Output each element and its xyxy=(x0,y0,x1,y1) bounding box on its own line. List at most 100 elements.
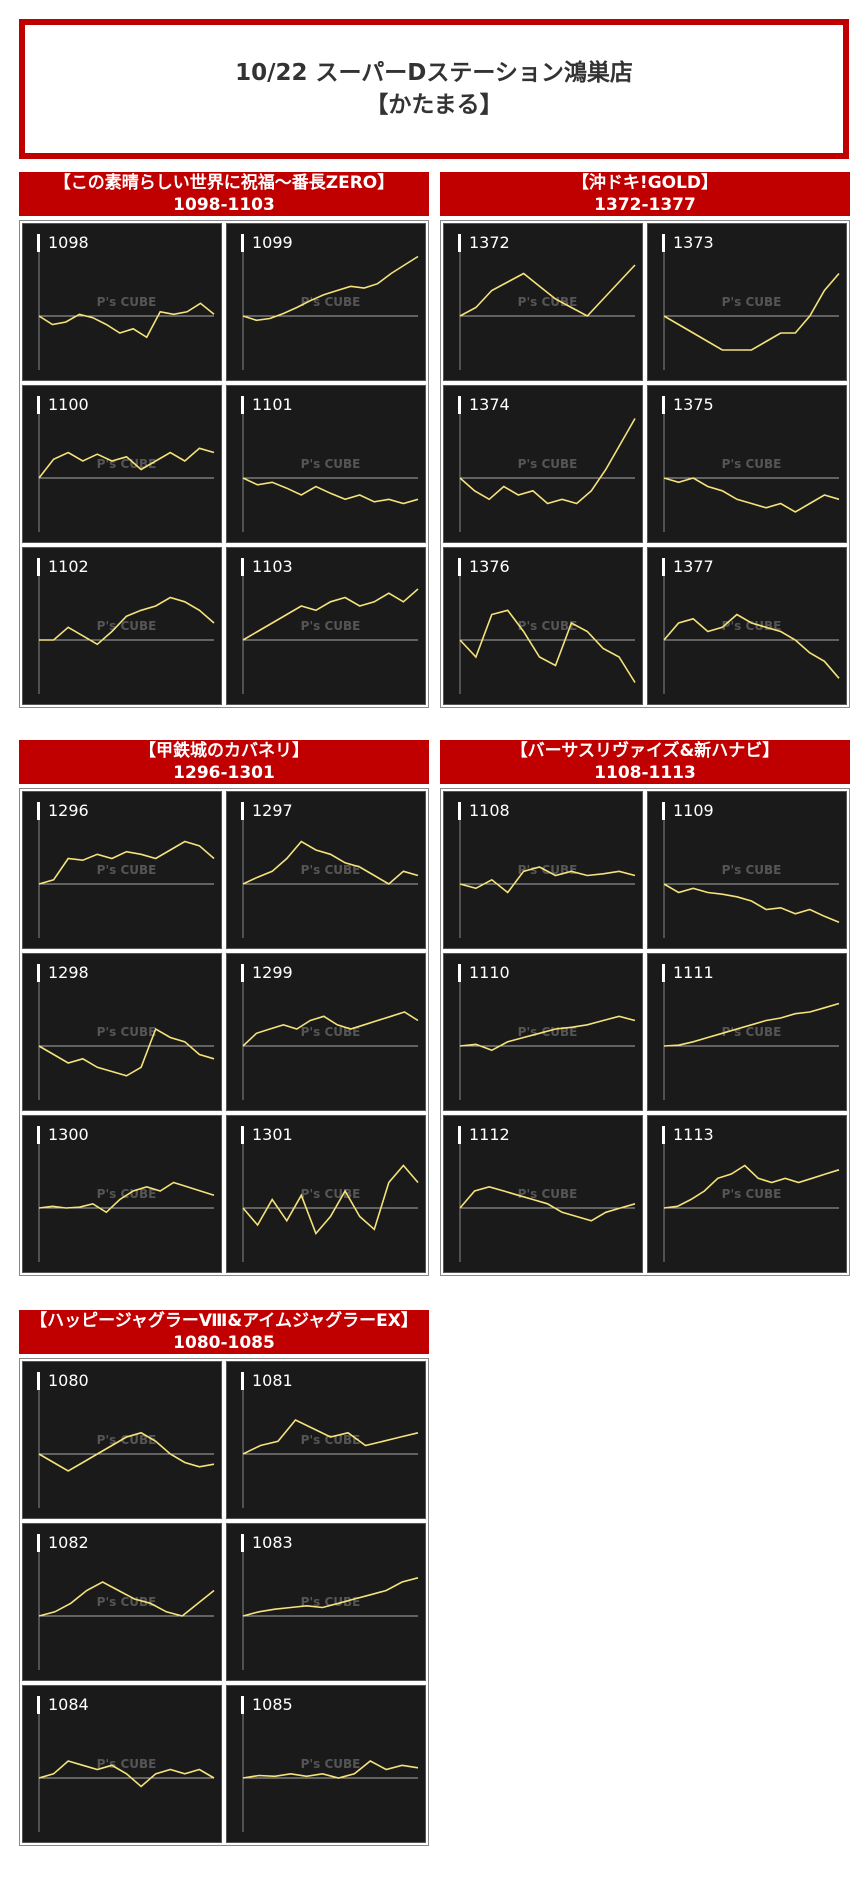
watermark-text: P's CUBE xyxy=(301,1187,361,1201)
machine-number-label: 1377 xyxy=(662,558,714,576)
machine-number-label: 1080 xyxy=(37,1372,89,1390)
header-subtitle: 【かたまる】 xyxy=(365,92,503,118)
watermark-text: P's CUBE xyxy=(97,1025,157,1039)
machine-chart-panel: P's CUBE 1082 xyxy=(22,1523,222,1681)
machine-line-chart: P's CUBE xyxy=(663,1144,840,1262)
machine-line-chart: P's CUBE xyxy=(459,576,636,694)
machine-chart-panel: P's CUBE 1297 xyxy=(226,791,426,949)
machine-chart-panel: P's CUBE 1110 xyxy=(443,953,643,1111)
machine-number-label: 1301 xyxy=(241,1126,293,1144)
watermark-text: P's CUBE xyxy=(722,1187,782,1201)
machine-line-chart: P's CUBE xyxy=(459,982,636,1100)
machine-line-chart: P's CUBE xyxy=(459,1144,636,1262)
machine-number-label: 1082 xyxy=(37,1534,89,1552)
watermark-text: P's CUBE xyxy=(722,295,782,309)
watermark-text: P's CUBE xyxy=(301,1433,361,1447)
watermark-text: P's CUBE xyxy=(97,1187,157,1201)
machine-series-line xyxy=(38,1431,215,1472)
machine-chart-panel: P's CUBE 1099 xyxy=(226,223,426,381)
machine-chart-panel: P's CUBE 1375 xyxy=(647,385,847,543)
machine-line-chart: P's CUBE xyxy=(663,252,840,370)
machine-number-label: 1085 xyxy=(241,1696,293,1714)
panel-grid: P's CUBE 1372 P's CUBE 1373 P's CUBE 1374 P's … xyxy=(440,220,850,708)
group-range: 1108-1113 xyxy=(594,763,696,783)
machine-chart-panel: P's CUBE 1080 xyxy=(22,1361,222,1519)
machine-line-chart: P's CUBE xyxy=(38,414,215,532)
machine-group: 【この素晴らしい世界に祝福～番長ZERO】 1098-1103 P's CUBE 10… xyxy=(19,172,429,708)
machine-chart-panel: P's CUBE 1374 xyxy=(443,385,643,543)
machine-series-line xyxy=(663,477,840,513)
machine-line-chart: P's CUBE xyxy=(38,1144,215,1262)
watermark-text: P's CUBE xyxy=(301,457,361,471)
machine-series-line xyxy=(663,883,840,924)
machine-line-chart: P's CUBE xyxy=(459,820,636,938)
watermark-text: P's CUBE xyxy=(722,619,782,633)
machine-chart-panel: P's CUBE 1084 xyxy=(22,1685,222,1843)
machine-number-label: 1299 xyxy=(241,964,293,982)
watermark-text: P's CUBE xyxy=(518,457,578,471)
machine-number-label: 1297 xyxy=(241,802,293,820)
watermark-text: P's CUBE xyxy=(518,619,578,633)
group-title: 【この素晴らしい世界に祝福～番長ZERO】 xyxy=(53,173,395,193)
machine-series-line xyxy=(38,1027,215,1077)
machine-line-chart: P's CUBE xyxy=(38,820,215,938)
machine-number-label: 1113 xyxy=(662,1126,714,1144)
machine-number-label: 1375 xyxy=(662,396,714,414)
machine-number-label: 1084 xyxy=(37,1696,89,1714)
machine-chart-panel: P's CUBE 1377 xyxy=(647,547,847,705)
machine-line-chart: P's CUBE xyxy=(242,252,419,370)
machine-line-chart: P's CUBE xyxy=(242,576,419,694)
machine-line-chart: P's CUBE xyxy=(38,576,215,694)
watermark-text: P's CUBE xyxy=(97,1757,157,1771)
machine-number-label: 1098 xyxy=(37,234,89,252)
machine-series-line xyxy=(663,1164,840,1209)
watermark-text: P's CUBE xyxy=(301,1757,361,1771)
machine-series-line xyxy=(38,1760,215,1788)
machine-line-chart: P's CUBE xyxy=(242,1144,419,1262)
machine-chart-panel: P's CUBE 1101 xyxy=(226,385,426,543)
machine-series-line xyxy=(38,840,215,885)
machine-chart-panel: P's CUBE 1102 xyxy=(22,547,222,705)
machine-series-line xyxy=(38,1181,215,1214)
machine-line-chart: P's CUBE xyxy=(242,414,419,532)
machine-line-chart: P's CUBE xyxy=(242,982,419,1100)
machine-line-chart: P's CUBE xyxy=(663,576,840,694)
machine-chart-panel: P's CUBE 1299 xyxy=(226,953,426,1111)
watermark-text: P's CUBE xyxy=(97,863,157,877)
machine-number-label: 1300 xyxy=(37,1126,89,1144)
machine-number-label: 1112 xyxy=(458,1126,510,1144)
machine-number-label: 1101 xyxy=(241,396,293,414)
group-banner: 【沖ドキ!GOLD】 1372-1377 xyxy=(440,172,850,216)
group-range: 1098-1103 xyxy=(173,195,275,215)
watermark-text: P's CUBE xyxy=(722,457,782,471)
machine-series-line xyxy=(242,1577,419,1617)
machine-number-label: 1103 xyxy=(241,558,293,576)
machine-chart-panel: P's CUBE 1111 xyxy=(647,953,847,1111)
group-banner: 【ハッピージャグラーⅧ&アイムジャグラーEX】 1080-1085 xyxy=(19,1310,429,1354)
machine-series-line xyxy=(242,588,419,641)
machine-line-chart: P's CUBE xyxy=(38,1390,215,1508)
watermark-text: P's CUBE xyxy=(301,295,361,309)
watermark-text: P's CUBE xyxy=(97,1595,157,1609)
machine-line-chart: P's CUBE xyxy=(242,1714,419,1832)
group-banner: 【甲鉄城のカバネリ】 1296-1301 xyxy=(19,740,429,784)
machine-number-label: 1102 xyxy=(37,558,89,576)
machine-series-line xyxy=(459,866,636,894)
machine-number-label: 1376 xyxy=(458,558,510,576)
machine-number-label: 1296 xyxy=(37,802,89,820)
machine-number-label: 1081 xyxy=(241,1372,293,1390)
machine-line-chart: P's CUBE xyxy=(663,982,840,1100)
machine-series-line xyxy=(38,447,215,479)
panel-grid: P's CUBE 1296 P's CUBE 1297 P's CUBE 1298 P's … xyxy=(19,788,429,1276)
machine-series-line xyxy=(242,1419,419,1455)
machine-number-label: 1100 xyxy=(37,396,89,414)
machine-line-chart: P's CUBE xyxy=(38,982,215,1100)
machine-series-line xyxy=(242,1011,419,1047)
machine-chart-panel: P's CUBE 1376 xyxy=(443,547,643,705)
group-title: 【沖ドキ!GOLD】 xyxy=(571,173,719,193)
header-title: 10/22 スーパーDステーション鴻巣店 xyxy=(235,60,633,86)
machine-line-chart: P's CUBE xyxy=(242,1390,419,1508)
panel-grid: P's CUBE 1080 P's CUBE 1081 P's CUBE 1082 P's … xyxy=(19,1358,429,1846)
watermark-text: P's CUBE xyxy=(97,295,157,309)
machine-chart-panel: P's CUBE 1298 xyxy=(22,953,222,1111)
